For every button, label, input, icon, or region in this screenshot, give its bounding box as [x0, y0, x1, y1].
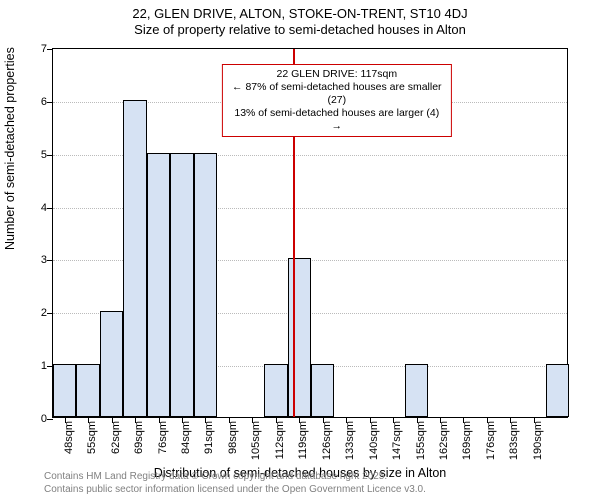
- x-tick-label: 155sqm: [415, 421, 427, 460]
- chart-area: 0123456748sqm55sqm62sqm69sqm76sqm84sqm91…: [52, 48, 568, 418]
- histogram-bar: [123, 100, 146, 417]
- x-tick-label: 183sqm: [508, 421, 520, 460]
- annotation-line: 22 GLEN DRIVE: 117sqm: [229, 68, 445, 81]
- x-tick-label: 126sqm: [321, 421, 333, 460]
- y-tick-label: 3: [31, 254, 47, 266]
- y-tick-label: 0: [31, 413, 47, 425]
- y-tick: [47, 260, 53, 261]
- y-tick-label: 6: [31, 96, 47, 108]
- histogram-bar: [194, 153, 217, 417]
- x-tick-label: 176sqm: [485, 421, 497, 460]
- histogram-bar: [170, 153, 193, 417]
- footer-line-1: Contains HM Land Registry data © Crown c…: [44, 471, 426, 484]
- histogram-bar: [288, 258, 311, 417]
- x-tick-label: 169sqm: [461, 421, 473, 460]
- y-tick-label: 1: [31, 360, 47, 372]
- histogram-bar: [311, 364, 334, 417]
- annotation-line: 13% of semi-detached houses are larger (…: [229, 107, 445, 133]
- x-tick-label: 140sqm: [368, 421, 380, 460]
- x-tick-label: 119sqm: [297, 421, 309, 459]
- y-tick-label: 5: [31, 149, 47, 161]
- x-tick-label: 48sqm: [63, 421, 75, 454]
- x-tick-label: 98sqm: [227, 421, 239, 454]
- y-axis-title: Number of semi-detached properties: [3, 47, 17, 250]
- x-tick-label: 84sqm: [180, 421, 192, 454]
- histogram-bar: [264, 364, 287, 417]
- y-tick: [47, 49, 53, 50]
- histogram-bar: [76, 364, 99, 417]
- histogram-bar: [147, 153, 170, 417]
- x-tick-label: 91sqm: [203, 421, 215, 454]
- plot-area: 0123456748sqm55sqm62sqm69sqm76sqm84sqm91…: [52, 48, 568, 418]
- x-tick-label: 55sqm: [86, 421, 98, 454]
- title-line-1: 22, GLEN DRIVE, ALTON, STOKE-ON-TRENT, S…: [0, 6, 600, 22]
- x-tick-label: 162sqm: [438, 421, 450, 460]
- x-tick-label: 112sqm: [274, 421, 286, 459]
- x-tick-label: 62sqm: [110, 421, 122, 454]
- y-tick-label: 4: [31, 202, 47, 214]
- y-tick: [47, 208, 53, 209]
- histogram-bar: [53, 364, 76, 417]
- x-tick-label: 76sqm: [157, 421, 169, 454]
- histogram-bar: [546, 364, 569, 417]
- y-tick-label: 7: [31, 43, 47, 55]
- x-tick-label: 69sqm: [133, 421, 145, 454]
- histogram-bar: [405, 364, 428, 417]
- x-tick-label: 147sqm: [391, 421, 403, 460]
- x-tick-label: 190sqm: [532, 421, 544, 460]
- y-tick: [47, 419, 53, 420]
- y-tick-label: 2: [31, 307, 47, 319]
- footer-line-2: Contains public sector information licen…: [44, 484, 426, 497]
- y-tick: [47, 155, 53, 156]
- y-tick: [47, 102, 53, 103]
- footer-attribution: Contains HM Land Registry data © Crown c…: [44, 471, 426, 496]
- x-tick-label: 105sqm: [250, 421, 262, 460]
- title-line-2: Size of property relative to semi-detach…: [0, 22, 600, 38]
- annotation-box: 22 GLEN DRIVE: 117sqm← 87% of semi-detac…: [222, 64, 452, 138]
- histogram-bar: [100, 311, 123, 417]
- chart-title-block: 22, GLEN DRIVE, ALTON, STOKE-ON-TRENT, S…: [0, 0, 600, 39]
- x-tick-label: 133sqm: [344, 421, 356, 460]
- y-tick: [47, 313, 53, 314]
- annotation-line: ← 87% of semi-detached houses are smalle…: [229, 81, 445, 107]
